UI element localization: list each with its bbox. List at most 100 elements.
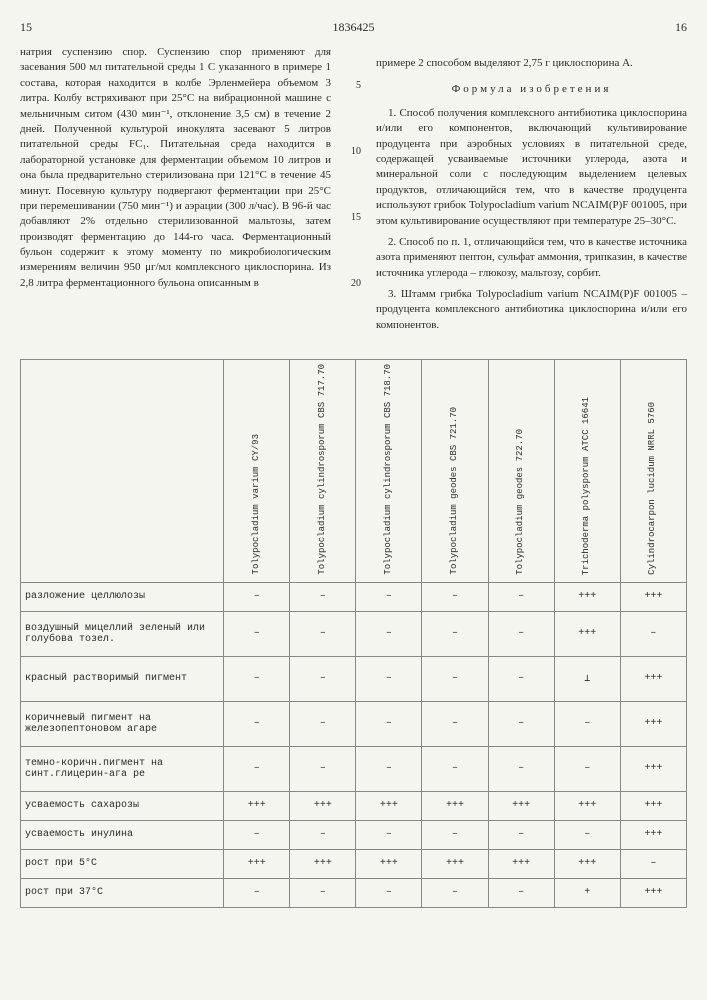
right-intro: примере 2 способом выделяют 2,75 г цикло… [376, 56, 687, 71]
table-cell: +++ [422, 791, 488, 820]
table-cell: – [488, 701, 554, 746]
table-row: красный растворимый пигмент–––––⊥+++ [21, 656, 687, 701]
table-row: коричневый пигмент на железопептоновом а… [21, 701, 687, 746]
table-cell: – [224, 701, 290, 746]
right-column: примере 2 способом выделяют 2,75 г цикло… [376, 45, 687, 339]
table-cell: – [224, 656, 290, 701]
table-cell: – [224, 582, 290, 611]
table-cell: +++ [554, 582, 620, 611]
table-cell: +++ [554, 611, 620, 656]
table-cell: – [356, 582, 422, 611]
table-cell: +++ [620, 582, 686, 611]
table-cell: – [422, 746, 488, 791]
table-cell: – [224, 611, 290, 656]
table-corner-cell [21, 360, 224, 583]
table-cell: – [488, 582, 554, 611]
table-cell: – [422, 701, 488, 746]
text-columns: натрия суспензию спор. Суспензию спор пр… [20, 45, 687, 339]
table-cell: – [224, 820, 290, 849]
table-cell: +++ [290, 849, 356, 878]
table-cell: – [290, 820, 356, 849]
table-cell: +++ [356, 791, 422, 820]
col-header: Cylindrocarpon lucidum NRRL 5760 [620, 360, 686, 583]
line-marker: 15 [346, 211, 361, 225]
table-cell: +++ [620, 878, 686, 907]
table-cell: +++ [488, 849, 554, 878]
row-label: рост при 5°С [21, 849, 224, 878]
claims: 1. Способ получения комплексного антибио… [376, 106, 687, 333]
table-cell: – [224, 746, 290, 791]
line-marker: 10 [346, 145, 361, 159]
page-number-right: 16 [607, 20, 687, 35]
col-header: Tolypocladium geodes 722.70 [488, 360, 554, 583]
table-cell: – [422, 582, 488, 611]
table-cell: +++ [620, 746, 686, 791]
table-cell: – [554, 820, 620, 849]
table-cell: – [620, 611, 686, 656]
table-cell: ⊥ [554, 656, 620, 701]
page-header: 15 1836425 16 [20, 20, 687, 35]
table-body: разложение целлюлозы–––––++++++воздушный… [21, 582, 687, 907]
table-cell: – [422, 878, 488, 907]
table-cell: – [422, 611, 488, 656]
table-cell: +++ [620, 701, 686, 746]
table-cell: – [488, 820, 554, 849]
table-cell: +++ [620, 820, 686, 849]
table-cell: +++ [554, 791, 620, 820]
table-cell: +++ [620, 791, 686, 820]
col-header: Tolypocladium cylindrosporum CBS 718.70 [356, 360, 422, 583]
table-cell: – [554, 746, 620, 791]
table-cell: +++ [356, 849, 422, 878]
table-cell: +++ [488, 791, 554, 820]
table-cell: – [290, 611, 356, 656]
table-cell: – [290, 582, 356, 611]
col-header: Trichoderma polysporum ATCC 16641 [554, 360, 620, 583]
table-cell: – [488, 746, 554, 791]
table-header-row: Tolypocladium varium CY/93 Tolypocladium… [21, 360, 687, 583]
table-cell: – [290, 701, 356, 746]
row-label: красный растворимый пигмент [21, 656, 224, 701]
table-cell: – [488, 656, 554, 701]
table-cell: +++ [620, 656, 686, 701]
col-header: Tolypocladium varium CY/93 [224, 360, 290, 583]
line-marker: 5 [346, 79, 361, 93]
table-cell: – [356, 746, 422, 791]
table-cell: +++ [290, 791, 356, 820]
row-label: коричневый пигмент на железопептоновом а… [21, 701, 224, 746]
table-cell: +++ [422, 849, 488, 878]
table-row: рост при 5°С++++++++++++++++++– [21, 849, 687, 878]
table-cell: – [488, 878, 554, 907]
claim-1: 1. Способ получения комплексного антибио… [376, 106, 687, 229]
col-header: Tolypocladium cylindrosporum CBS 717.70 [290, 360, 356, 583]
line-marker: 20 [346, 277, 361, 291]
table-row: усваемость инулина––––––+++ [21, 820, 687, 849]
comparison-table: Tolypocladium varium CY/93 Tolypocladium… [20, 359, 687, 908]
table-cell: – [290, 656, 356, 701]
table-cell: – [554, 701, 620, 746]
row-label: воздушный мицеллий зеленый или голубова … [21, 611, 224, 656]
table-cell: – [488, 611, 554, 656]
row-label: рост при 37°С [21, 878, 224, 907]
line-number-gutter: 5 10 15 20 [346, 45, 361, 339]
claim-2: 2. Способ по п. 1, отличающийся тем, что… [376, 235, 687, 281]
document-number: 1836425 [100, 20, 607, 35]
table-cell: + [554, 878, 620, 907]
table-cell: – [356, 656, 422, 701]
table-cell: – [356, 611, 422, 656]
formula-title: Формула изобретения [376, 82, 687, 97]
table-cell: – [356, 878, 422, 907]
table-cell: +++ [554, 849, 620, 878]
left-column-text: натрия суспензию спор. Суспензию спор пр… [20, 46, 331, 289]
table-cell: – [290, 878, 356, 907]
table-cell: – [422, 656, 488, 701]
left-column: натрия суспензию спор. Суспензию спор пр… [20, 45, 331, 339]
row-label: усваемость инулина [21, 820, 224, 849]
row-label: разложение целлюлозы [21, 582, 224, 611]
table-cell: – [620, 849, 686, 878]
table-cell: – [290, 746, 356, 791]
table-cell: +++ [224, 849, 290, 878]
table-row: воздушный мицеллий зеленый или голубова … [21, 611, 687, 656]
table-cell: +++ [224, 791, 290, 820]
table-cell: – [356, 701, 422, 746]
table-cell: – [356, 820, 422, 849]
